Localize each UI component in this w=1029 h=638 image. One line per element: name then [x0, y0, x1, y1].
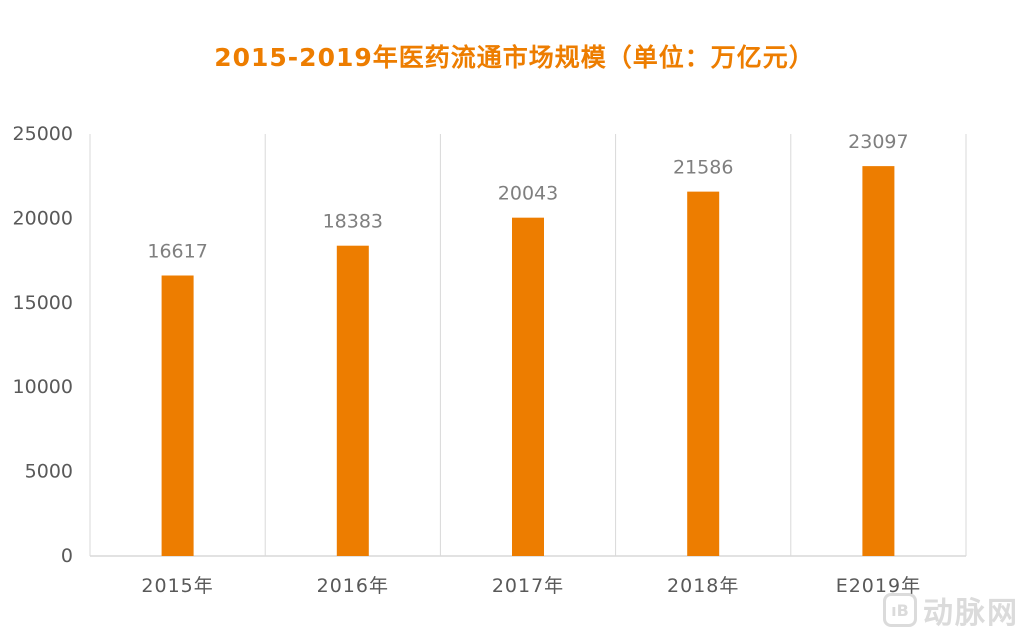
y-axis-ticks: 0 5000 10000 15000 20000 25000	[13, 123, 73, 567]
x-tick-label: 2016年	[317, 575, 389, 597]
bar	[512, 217, 544, 556]
data-label: 20043	[498, 183, 558, 205]
data-label: 21586	[673, 157, 733, 179]
bars	[161, 166, 895, 557]
x-tick-label: E2019年	[836, 575, 921, 597]
data-labels: 16617 18383 20043 21586 23097	[147, 131, 908, 262]
data-label: 23097	[848, 131, 908, 153]
x-tick-label: 2017年	[492, 575, 564, 597]
y-tick-label: 5000	[25, 461, 73, 483]
y-tick-label: 25000	[13, 123, 73, 145]
data-label: 18383	[323, 211, 383, 233]
y-tick-label: 20000	[13, 207, 73, 229]
bar	[687, 191, 720, 556]
y-tick-label: 15000	[13, 292, 73, 314]
bar	[161, 275, 194, 556]
watermark-text: 动脉网	[923, 596, 1019, 631]
x-tick-label: 2018年	[667, 575, 739, 597]
bar	[336, 245, 369, 557]
watermark: ıB 动脉网	[883, 588, 1019, 632]
y-tick-label: 10000	[13, 376, 73, 398]
chart-title: 2015-2019年医药流通市场规模（单位：万亿元）	[214, 43, 815, 72]
watermark-logo-icon: ıB	[883, 593, 917, 627]
bar	[862, 166, 895, 557]
x-axis-ticks: 2015年 2016年 2017年 2018年 E2019年	[141, 575, 921, 597]
data-label: 16617	[147, 241, 207, 263]
x-tick-label: 2015年	[141, 575, 213, 597]
y-tick-label: 0	[61, 545, 73, 567]
